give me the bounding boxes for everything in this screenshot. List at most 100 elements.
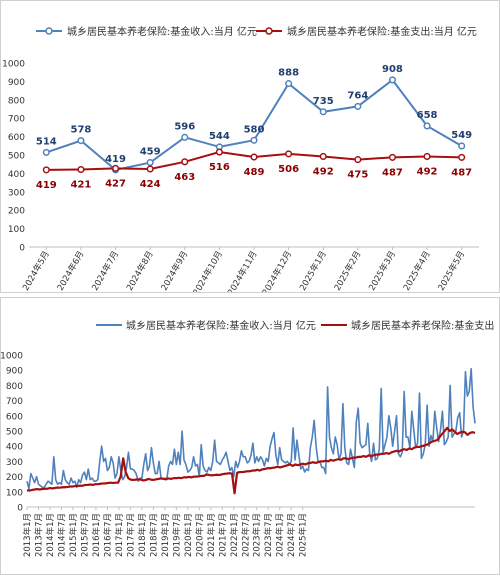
x-tick-label: 2025年5月 [436,249,468,292]
y-tick-label: 200 [8,207,25,217]
data-label-income: 459 [140,147,161,158]
y-tick-label: 800 [6,382,23,392]
series-1-point [423,152,431,161]
data-label-expense: 463 [174,172,195,183]
x-tick-label: 2024年7月 [90,249,122,292]
legend-label-0: 城乡居民基本养老保险:基金收入:当月 亿元 [126,319,316,332]
x-tick-label: 2018年1月 [137,513,148,557]
data-label-income: 549 [451,130,472,141]
y-tick-label: 500 [6,428,23,438]
y-tick-label: 1000 [2,60,25,70]
x-tick-label: 2024年12月 [260,249,294,292]
x-tick-label: 2017年1月 [114,513,125,557]
data-label-income: 735 [313,96,334,107]
y-tick-label: 100 [8,225,25,235]
series-0-point [250,136,258,144]
legend-label-0: 城乡居民基本养老保险:基金收入:当月 亿元 [67,25,257,38]
x-tick-label: 2024年1月 [275,513,286,557]
x-tick-label: 2022年1月 [229,513,240,557]
series-1-point [77,165,85,174]
series-0-point [458,142,466,150]
series-1-point [354,156,362,164]
x-tick-label: 2024年5月 [20,249,52,292]
data-label-expense: 487 [382,167,403,178]
data-label-expense: 506 [278,164,299,175]
y-tick-label: 600 [8,133,25,143]
y-tick-label: 900 [8,78,25,88]
x-tick-label: 2024年11月 [225,249,259,292]
x-tick-label: 2024年10月 [191,249,225,292]
x-tick-label: 2020年7月 [194,513,205,557]
data-label-expense: 492 [417,166,438,177]
y-tick-label: 400 [8,170,25,180]
data-label-income: 658 [417,110,438,121]
data-label-expense: 516 [209,162,230,173]
series-0-point [319,108,327,116]
series-0-point [388,76,397,84]
legend-label-1: 城乡居民基本养老保险:基金支出:当月 亿元 [287,25,477,38]
x-tick-label: 2017年7月 [125,513,136,557]
series-1-point [458,153,466,161]
y-tick-label: 400 [6,443,23,453]
x-tick-label: 2018年7月 [148,513,159,557]
x-tick-label: 2014年1月 [45,513,56,557]
y-tick-label: 800 [8,96,25,106]
data-label-income: 544 [209,131,230,142]
series-0-point [285,80,293,88]
data-label-expense: 419 [36,180,57,191]
x-tick-label: 2024年7月 [286,513,297,557]
data-label-income: 596 [174,121,195,132]
x-tick-label: 2016年7月 [102,513,113,557]
chart-panel-recent: 城乡居民基本养老保险:基金收入:当月 亿元 城乡居民基本养老保险:基金支出:当月 … [0,0,500,297]
data-label-expense: 489 [244,167,265,178]
x-tick-label: 2020年1月 [183,513,194,557]
y-tick-label: 900 [6,367,23,377]
series-1-point [285,150,293,158]
recent-months-line-chart: 城乡居民基本养老保险:基金收入:当月 亿元 城乡居民基本养老保险:基金支出:当月 … [2,25,479,297]
y-tick-label: 200 [6,473,23,483]
x-tick-label: 2025年4月 [401,249,433,292]
x-tick-label: 2016年1月 [91,513,102,557]
series-0-point [181,133,189,141]
series-0-point [354,102,362,110]
x-tick-label: 2015年1月 [68,513,79,557]
y-tick-label: 300 [8,188,25,198]
x-tick-label: 2025年1月 [297,249,329,292]
data-label-income: 908 [382,64,403,75]
y-tick-label: 1000 [1,352,23,362]
data-label-expense: 492 [313,166,334,177]
y-tick-label: 700 [6,397,23,407]
chart-panel-history: 城乡居民基本养老保险:基金收入:当月 亿元 城乡居民基本养老保险:基金支出 0 100… [0,297,500,575]
x-tick-label: 2024年9月 [159,249,191,292]
x-tick-label: 2024年6月 [55,249,87,292]
x-tick-label: 2019年7月 [171,513,182,557]
data-label-expense: 424 [140,179,161,190]
x-tick-label: 2022年7月 [240,513,251,557]
data-label-income: 764 [347,90,368,101]
series-0-point [423,122,431,130]
x-tick-label: 2024年8月 [124,249,156,292]
x-tick-label: 2025年1月 [298,513,309,557]
series-1-point [319,152,327,161]
data-label-income: 578 [70,125,91,136]
data-label-income: 514 [36,136,57,147]
series-1-point [181,158,189,166]
y-tick-label: 500 [8,152,25,162]
history-line-chart: 城乡居民基本养老保险:基金收入:当月 亿元 城乡居民基本养老保险:基金支出 0 100… [0,319,494,557]
data-label-expense: 421 [70,180,91,191]
series-line-1 [26,426,476,495]
x-tick-label: 2023年1月 [252,513,263,557]
x-tick-label: 2019年1月 [160,513,171,557]
x-tick-label: 2025年3月 [367,249,399,292]
y-tick-label: 300 [6,458,23,468]
data-label-expense: 427 [105,178,126,189]
y-tick-label: 0 [17,504,23,514]
y-tick-label: 0 [19,244,25,254]
data-label-expense: 487 [451,167,472,178]
series-1-point [215,148,223,156]
y-tick-label: 700 [8,115,25,125]
data-label-income: 580 [244,124,265,135]
series-line-0 [26,367,476,490]
series-1-point [388,153,397,161]
